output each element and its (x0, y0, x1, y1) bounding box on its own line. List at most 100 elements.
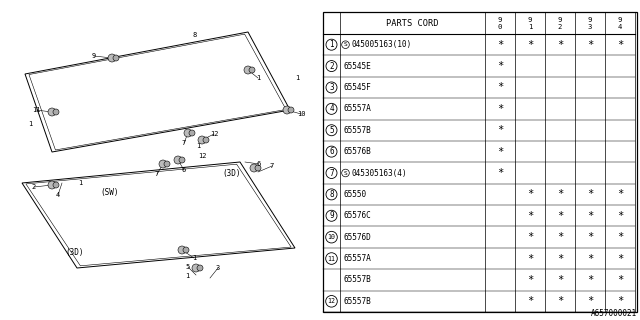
Text: *: * (497, 168, 503, 178)
Text: 2: 2 (329, 61, 334, 71)
Text: 9
0: 9 0 (498, 17, 502, 29)
Text: 9
1: 9 1 (528, 17, 532, 29)
Text: 8: 8 (193, 32, 197, 38)
Text: 10: 10 (328, 234, 335, 240)
Text: 11: 11 (32, 107, 40, 113)
Text: 65557B: 65557B (344, 297, 372, 306)
Text: 7: 7 (155, 171, 159, 177)
Text: *: * (527, 211, 533, 221)
Text: 6: 6 (182, 167, 186, 173)
Text: *: * (587, 189, 593, 199)
Text: (3D): (3D) (223, 169, 241, 178)
Text: 045305163(4): 045305163(4) (351, 169, 406, 178)
Text: *: * (497, 61, 503, 71)
Text: *: * (557, 232, 563, 242)
Circle shape (183, 247, 189, 253)
Text: S: S (344, 171, 348, 175)
Circle shape (53, 109, 59, 115)
Text: A657000021: A657000021 (591, 309, 637, 318)
Circle shape (255, 165, 261, 171)
Text: (SW): (SW) (100, 188, 119, 196)
Text: *: * (527, 253, 533, 264)
Text: (3D): (3D) (66, 247, 84, 257)
Text: 2: 2 (32, 184, 36, 190)
Circle shape (197, 265, 203, 271)
Text: 1: 1 (78, 180, 83, 186)
Text: 7: 7 (270, 163, 274, 169)
Text: *: * (497, 125, 503, 135)
Text: *: * (497, 104, 503, 114)
Text: 9: 9 (92, 53, 96, 59)
Text: *: * (527, 296, 533, 306)
Text: 1: 1 (256, 75, 260, 81)
Circle shape (203, 137, 209, 143)
Text: PARTS CORD: PARTS CORD (387, 19, 439, 28)
Text: 5: 5 (186, 264, 190, 270)
Bar (323, 12, 637, 312)
Text: 6: 6 (329, 147, 334, 156)
Text: *: * (587, 296, 593, 306)
Text: 12: 12 (198, 153, 207, 159)
Text: 7: 7 (329, 169, 334, 178)
Text: 9
2: 9 2 (558, 17, 562, 29)
Circle shape (159, 160, 167, 168)
Text: 11: 11 (328, 256, 335, 261)
Text: *: * (557, 40, 563, 50)
Text: *: * (557, 211, 563, 221)
Text: *: * (617, 253, 623, 264)
Text: *: * (617, 232, 623, 242)
Text: 1: 1 (329, 40, 334, 49)
Circle shape (192, 264, 200, 272)
Text: 12: 12 (210, 131, 218, 137)
Text: *: * (617, 40, 623, 50)
Text: 1: 1 (196, 143, 200, 149)
Circle shape (244, 66, 252, 74)
Text: 10: 10 (297, 111, 305, 117)
Text: 12: 12 (328, 298, 335, 304)
Circle shape (249, 67, 255, 73)
Text: *: * (527, 232, 533, 242)
Text: S: S (344, 42, 348, 47)
Text: 7: 7 (182, 140, 186, 146)
Text: 65576B: 65576B (344, 147, 372, 156)
Text: 65545E: 65545E (344, 61, 372, 71)
Circle shape (164, 161, 170, 167)
Text: 9
3: 9 3 (588, 17, 592, 29)
Text: 8: 8 (329, 190, 334, 199)
Text: *: * (617, 211, 623, 221)
Text: 9
4: 9 4 (618, 17, 622, 29)
Circle shape (189, 130, 195, 136)
Text: 65576C: 65576C (344, 211, 372, 220)
Circle shape (198, 136, 206, 144)
Text: *: * (557, 253, 563, 264)
Text: *: * (617, 296, 623, 306)
Text: *: * (587, 275, 593, 285)
Circle shape (288, 107, 294, 113)
Text: *: * (587, 211, 593, 221)
Text: *: * (587, 232, 593, 242)
Text: *: * (617, 189, 623, 199)
Circle shape (283, 106, 291, 114)
Text: 65557B: 65557B (344, 126, 372, 135)
Circle shape (53, 182, 59, 188)
Circle shape (48, 181, 56, 189)
Text: *: * (557, 275, 563, 285)
Text: *: * (617, 275, 623, 285)
Text: *: * (527, 189, 533, 199)
Text: 3: 3 (216, 265, 220, 271)
Circle shape (178, 246, 186, 254)
Text: 65550: 65550 (344, 190, 367, 199)
Text: 65545F: 65545F (344, 83, 372, 92)
Text: 1: 1 (185, 273, 189, 279)
Text: 65557A: 65557A (344, 254, 372, 263)
Text: *: * (557, 189, 563, 199)
Circle shape (179, 157, 185, 163)
Text: 3: 3 (329, 83, 334, 92)
Circle shape (184, 129, 192, 137)
Text: *: * (527, 40, 533, 50)
Text: *: * (497, 147, 503, 156)
Text: *: * (497, 40, 503, 50)
Text: 5: 5 (329, 126, 334, 135)
Text: *: * (497, 83, 503, 92)
Text: *: * (527, 275, 533, 285)
